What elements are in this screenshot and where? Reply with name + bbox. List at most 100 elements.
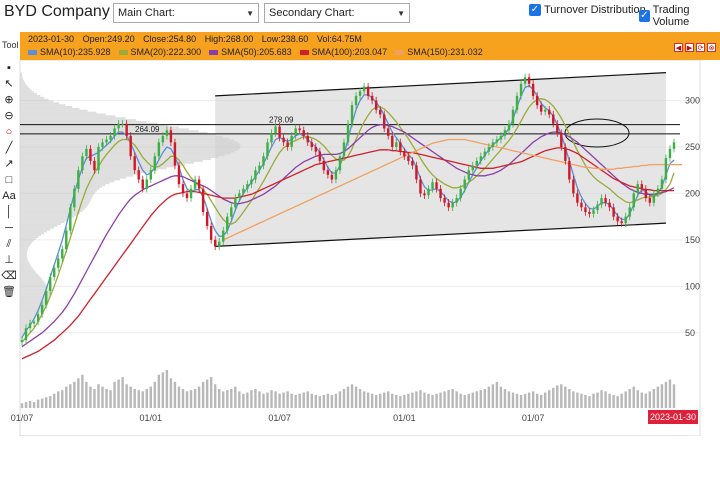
checkmark-icon: ✓ (639, 10, 650, 22)
tool-label: Tool (2, 40, 19, 50)
volume-bar (391, 393, 394, 408)
volume-bar (539, 394, 543, 408)
main-chart-select[interactable]: Main Chart: ▼ (113, 3, 259, 23)
candle (330, 174, 334, 180)
trading-volume-label: Trading Volume (652, 4, 690, 28)
zoom-in-icon[interactable]: ⊕ (4, 94, 14, 106)
turnover-bar (20, 212, 81, 214)
candle (346, 123, 350, 143)
volume-bar (568, 389, 571, 408)
candle (129, 135, 132, 157)
turnover-distribution-checkbox[interactable]: ✓ Turnover Distribution (529, 4, 646, 16)
reset-button[interactable]: ⟳ (696, 43, 705, 52)
candle (548, 109, 551, 115)
turnover-bar (20, 310, 41, 313)
sma-swatch (299, 49, 309, 55)
volume-bar (57, 391, 60, 408)
volume-bar (543, 392, 547, 408)
zoom-out-icon[interactable]: ⊖ (4, 110, 14, 122)
candle (185, 193, 189, 199)
volume-bar (511, 392, 515, 408)
volume-bar (552, 387, 555, 408)
trash-icon[interactable]: 🗑 (2, 286, 16, 298)
candle (230, 207, 233, 217)
turnover-bar (20, 94, 41, 97)
scroll-left-button[interactable]: ◀ (674, 43, 683, 52)
volume-bar (290, 393, 293, 408)
sma-swatch (118, 49, 128, 55)
candle (40, 304, 44, 315)
secondary-chart-select[interactable]: Secondary Chart: ▼ (264, 3, 410, 23)
volume-bar (258, 391, 261, 408)
candle (616, 216, 619, 222)
candle (270, 133, 273, 143)
fibonacci-icon[interactable]: ⊥ (4, 254, 14, 266)
y-tick-label: 150 (685, 235, 700, 245)
candle (628, 207, 631, 217)
volume-bar (73, 381, 76, 408)
text-icon[interactable]: Aa (2, 190, 16, 202)
turnover-bar (20, 277, 42, 279)
price-chart[interactable]: 300 250 200 150 100 50 264.09 278.09 01/07 01/01 0… (0, 60, 720, 436)
volume-bar (403, 394, 406, 408)
volume-bar (197, 386, 201, 408)
turnover-bar (20, 72, 22, 75)
rectangle-icon[interactable]: □ (5, 174, 13, 186)
turnover-bar (20, 193, 94, 196)
turnover-bar (20, 251, 28, 253)
parallel-lines-icon[interactable]: ⫽ (6, 238, 12, 250)
close-button[interactable]: ⊗ (707, 43, 716, 52)
horizontal-line-icon[interactable]: ─ (5, 222, 13, 234)
info-vol: Vol:64.75M (316, 34, 362, 44)
turnover-bar (20, 100, 54, 103)
cursor-icon[interactable]: ↖ (4, 78, 14, 90)
turnover-bar (20, 206, 87, 209)
volume-bar (185, 391, 189, 408)
turnover-bar (20, 161, 195, 164)
volume-bar (499, 386, 503, 408)
candle (161, 135, 165, 143)
arrow-icon[interactable]: ↗ (4, 158, 14, 170)
candle (475, 160, 478, 166)
line-icon[interactable]: ╱ (5, 142, 13, 154)
select-icon[interactable]: ▪ (7, 62, 11, 74)
drawing-toolbar: ▪ ↖ ⊕ ⊖ ○ ╱ ↗ □ Aa │ ─ ⫽ ⊥ ⌫ 🗑 (0, 60, 18, 300)
turnover-bar (20, 264, 31, 266)
candle (507, 123, 511, 131)
turnover-bar (20, 278, 43, 281)
volume-bar (519, 394, 523, 408)
turnover-bar (20, 225, 58, 227)
info-open: Open:249.20 (82, 34, 135, 44)
turnover-bar (20, 180, 115, 183)
volume-bar (326, 393, 330, 408)
volume-bar (286, 391, 289, 408)
volume-bar (209, 377, 213, 408)
turnover-bar (20, 265, 32, 268)
info-low: Low:238.60 (261, 34, 309, 44)
sma-swatch (209, 49, 219, 55)
candle (596, 204, 599, 211)
candle (403, 151, 406, 157)
candle (117, 123, 120, 129)
volume-bar (556, 385, 559, 408)
volume-bar (620, 393, 623, 408)
turnover-bar (20, 152, 231, 155)
eraser-icon[interactable]: ⌫ (1, 270, 17, 282)
scroll-right-button[interactable]: ▶ (685, 43, 694, 52)
volume-bar (322, 394, 326, 408)
candle (81, 156, 84, 171)
candle (620, 221, 623, 224)
volume-bar (395, 394, 398, 408)
circle-icon[interactable]: ○ (5, 126, 13, 138)
volume-bar (141, 391, 144, 408)
candle (145, 179, 148, 189)
candle (568, 160, 571, 180)
volume-bar (93, 389, 96, 408)
volume-bar (656, 386, 660, 408)
volume-bar (415, 391, 418, 408)
vertical-line-icon[interactable]: │ (5, 206, 13, 218)
volume-bar (48, 396, 52, 408)
turnover-bar (20, 238, 36, 240)
volume-bar (213, 384, 217, 408)
trading-volume-checkbox[interactable]: ✓ Trading Volume (639, 4, 720, 28)
